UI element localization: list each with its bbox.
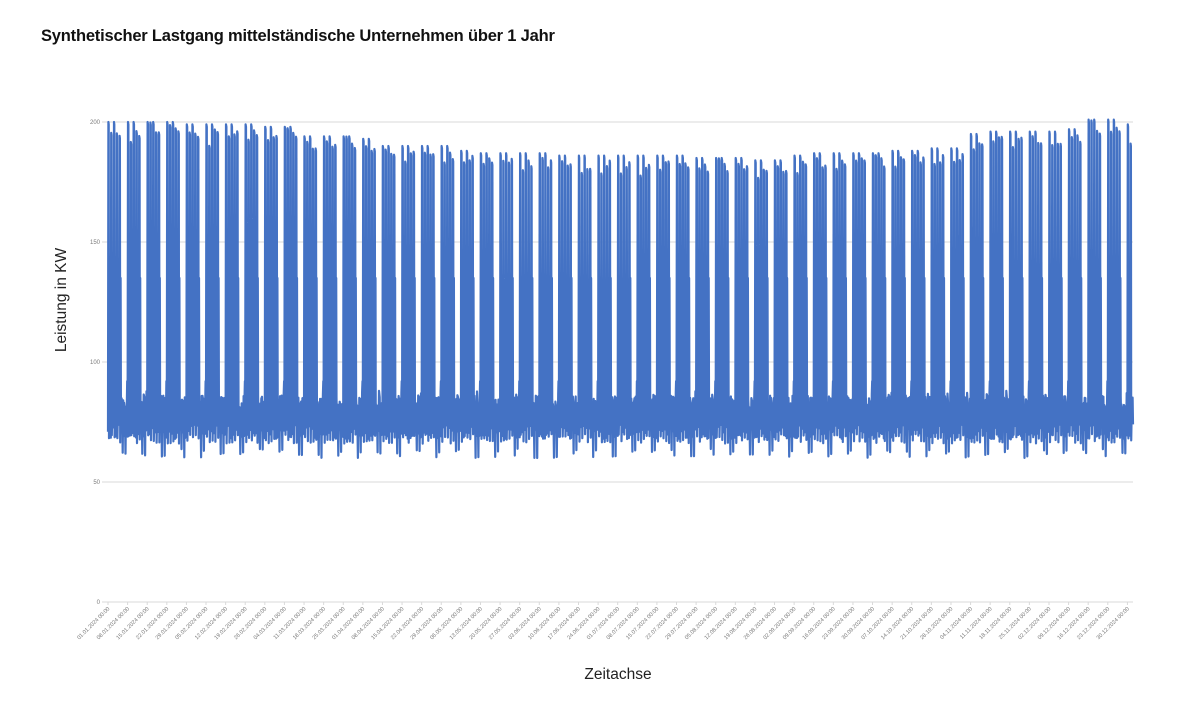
svg-text:0: 0	[97, 600, 101, 606]
svg-text:01.01.2024 00:00: 01.01.2024 00:00	[76, 606, 111, 641]
y-axis-ticks: 0 50 100 150 200	[90, 120, 101, 606]
svg-text:100: 100	[90, 360, 101, 366]
svg-text:150: 150	[90, 240, 101, 246]
x-axis-label: Zeitachse	[584, 666, 652, 683]
svg-text:200: 200	[90, 120, 101, 126]
svg-text:50: 50	[93, 480, 100, 486]
chart-title: Synthetischer Lastgang mittelständische …	[41, 27, 555, 45]
load-profile-series	[106, 118, 1135, 460]
